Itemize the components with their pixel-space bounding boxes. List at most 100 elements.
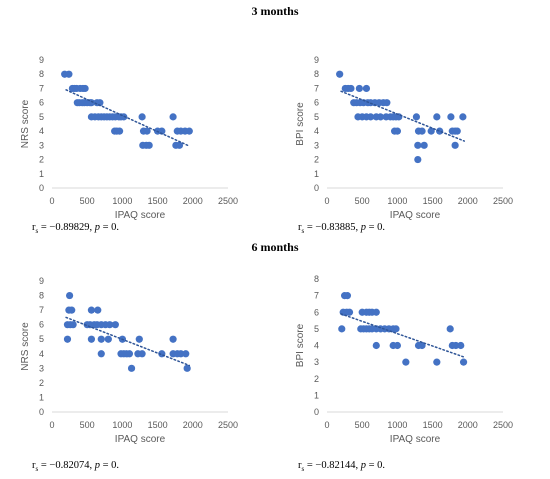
p-label: p (94, 460, 100, 471)
data-point (106, 321, 114, 329)
y-axis-title: BPI score (295, 323, 306, 367)
y-tick-label: 7 (39, 305, 44, 315)
y-tick-label: 0 (39, 407, 44, 417)
x-tick-label: 500 (355, 420, 370, 430)
data-point (383, 99, 391, 107)
data-point (169, 113, 177, 121)
data-point (412, 113, 421, 121)
x-tick-label: 1000 (112, 420, 132, 430)
stat-3m-nrs: rs = −0.89829, p = 0. (32, 222, 119, 235)
stat-3m-bpi: rs = −0.83885, p = 0. (298, 222, 385, 235)
x-tick-label: 1000 (387, 196, 407, 206)
p-value: = 0. (365, 222, 385, 233)
x-tick-label: 2000 (183, 420, 203, 430)
y-tick-label: 1 (39, 169, 44, 179)
p-value: = 0. (99, 460, 119, 471)
trendline (65, 316, 191, 367)
y-tick-label: 2 (314, 374, 319, 384)
x-tick-label: 1500 (423, 420, 443, 430)
data-point (183, 364, 191, 372)
x-tick-label: 1000 (112, 196, 132, 206)
data-point (97, 335, 105, 343)
x-tick-label: 2500 (218, 196, 238, 206)
data-point (452, 341, 460, 350)
x-axis-title: IPAQ score (115, 434, 166, 445)
data-point (182, 350, 190, 358)
y-tick-label: 1 (314, 169, 319, 179)
trendline (65, 89, 191, 147)
r-value: = −0.89829, (38, 222, 95, 233)
y-tick-label: 6 (39, 98, 44, 108)
data-point (414, 141, 422, 149)
data-point (447, 113, 455, 121)
y-tick-label: 7 (39, 83, 44, 93)
y-axis-title: NRS score (20, 322, 31, 371)
data-point (418, 127, 426, 135)
data-point (97, 350, 105, 358)
r-value: = −0.82074, (38, 460, 95, 471)
y-tick-label: 5 (39, 112, 44, 122)
y-tick-label: 2 (39, 155, 44, 165)
data-point (402, 358, 410, 366)
y-tick-label: 3 (39, 363, 44, 373)
data-point (355, 84, 363, 93)
x-tick-label: 0 (324, 420, 329, 430)
y-axis-title: NRS score (20, 99, 31, 148)
y-tick-label: 1 (39, 392, 44, 402)
y-tick-label: 2 (39, 378, 44, 388)
y-tick-label: 0 (314, 183, 319, 193)
y-tick-label: 4 (39, 349, 44, 359)
data-point (446, 325, 454, 333)
x-tick-label: 0 (324, 196, 329, 206)
r-label: r (32, 222, 36, 233)
y-tick-label: 8 (39, 291, 44, 301)
y-tick-label: 9 (39, 55, 44, 65)
y-tick-label: 8 (314, 274, 319, 284)
y-tick-label: 4 (314, 126, 319, 136)
data-point (87, 335, 96, 343)
data-point (175, 141, 184, 149)
trendline (340, 90, 466, 142)
y-tick-label: 1 (314, 390, 319, 400)
data-point (345, 308, 354, 316)
x-tick-label: 2000 (183, 196, 203, 206)
y-tick-label: 9 (39, 276, 44, 286)
data-point (177, 350, 185, 358)
r-value: = −0.83885, (304, 222, 361, 233)
data-point (185, 127, 193, 135)
p-label: p (360, 222, 366, 233)
scatter-chart-6m-bpi: 0 1 2 3 4 5 6 7 8 0 500 1000 1500 2000 2500 IPAQ score B… (295, 274, 513, 445)
x-tick-label: 1500 (148, 420, 168, 430)
data-point (336, 70, 344, 78)
y-tick-label: 9 (314, 55, 319, 65)
data-point (96, 99, 104, 107)
y-tick-label: 3 (314, 357, 319, 367)
y-tick-label: 5 (314, 112, 319, 122)
x-tick-label: 500 (80, 420, 95, 430)
data-point (65, 70, 73, 78)
y-tick-label: 0 (39, 183, 44, 193)
stat-6m-nrs: rs = −0.82074, p = 0. (32, 460, 119, 473)
data-point (393, 127, 401, 135)
y-tick-label: 4 (39, 126, 44, 136)
x-tick-label: 1500 (148, 196, 168, 206)
x-axis-title: IPAQ score (390, 210, 441, 221)
data-point (362, 84, 371, 93)
y-tick-label: 5 (39, 334, 44, 344)
data-point (376, 113, 385, 121)
data-point (87, 306, 96, 314)
trendline (340, 313, 466, 358)
data-point (459, 358, 468, 366)
data-point (63, 335, 72, 343)
data-point (138, 350, 146, 358)
r-subscript: s (35, 227, 39, 236)
y-tick-label: 6 (39, 320, 44, 330)
y-tick-label: 4 (314, 341, 319, 351)
y-tick-label: 3 (314, 140, 319, 150)
data-point (94, 306, 102, 314)
y-tick-label: 5 (314, 324, 319, 334)
data-point (367, 113, 375, 121)
y-tick-label: 6 (314, 98, 319, 108)
data-point (138, 113, 146, 121)
section-title-3-months: 3 months (251, 4, 299, 18)
